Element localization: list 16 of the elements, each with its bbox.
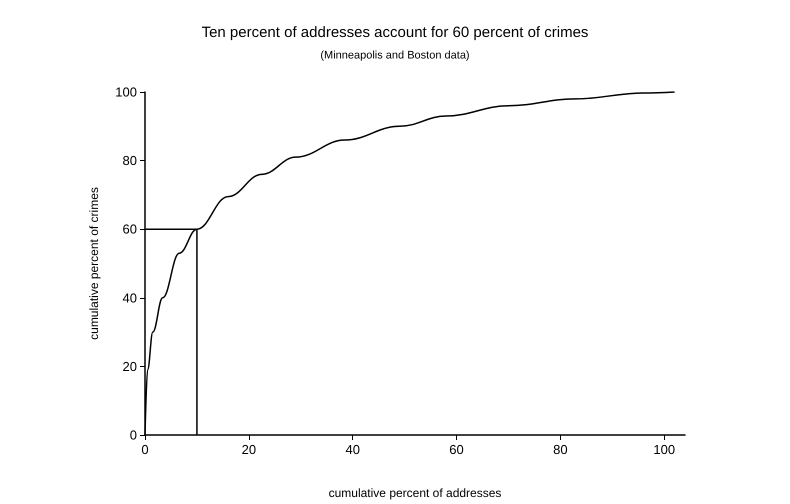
- y-tick-label: 0: [130, 428, 137, 442]
- x-tick-label: 20: [242, 442, 256, 457]
- y-axis-title: cumulative percent of crimes: [87, 187, 101, 340]
- y-tick-label: 40: [122, 290, 137, 306]
- y-tick-label: 20: [122, 358, 137, 374]
- y-tick-label: 60: [122, 222, 137, 237]
- x-tick-label: 40: [345, 442, 360, 457]
- chart-subtitle: (Minneapolis and Boston data): [320, 50, 470, 62]
- y-tick-label: 80: [122, 153, 137, 168]
- x-tick-label: 0: [141, 442, 149, 457]
- chart-title: Ten percent of addresses account for 60 percent of crimes: [202, 24, 588, 41]
- x-tick-label: 100: [653, 442, 676, 457]
- y-tick-label: 100: [115, 84, 137, 100]
- x-tick-label: 80: [553, 442, 568, 457]
- x-tick-label: 60: [449, 442, 464, 457]
- x-axis-title: cumulative percent of addresses: [328, 486, 502, 500]
